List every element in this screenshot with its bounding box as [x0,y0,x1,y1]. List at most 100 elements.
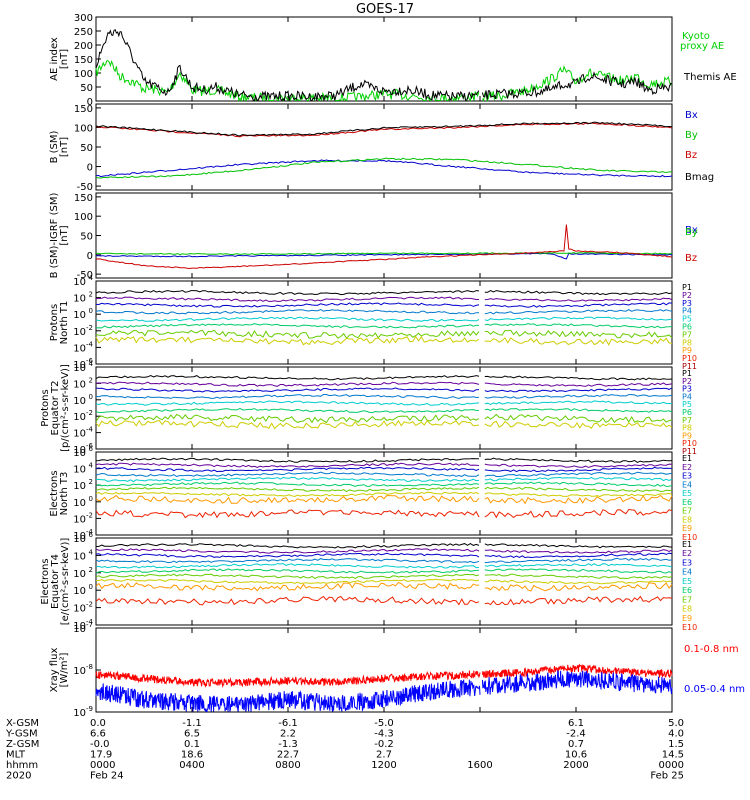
ae-ytick-label-1: 50 [80,83,93,94]
protons-t2-ytick-label-2: 10 [73,396,86,407]
electrons-t3-channel-e5 [95,476,673,483]
xaxis-row-1-value-6: 4.0 [668,729,684,740]
electrons-t4-legend-e1: E1 [682,540,692,549]
electrons-t4-ytick-label-5: 10 [73,621,86,632]
xray-ytick-exp-2: -9 [86,705,93,713]
xaxis-row-4-value-4: 1600 [467,760,492,771]
electrons-t3-ylabel-1: North T3 [59,472,70,516]
bsm-ytick-label-4: 150 [74,104,93,115]
ae-legend-kyoto-2: proxy AE [680,41,724,52]
protons-t1-legend-p4: P4 [682,307,692,316]
protons-t2-legend-p4: P4 [682,392,692,401]
bsm-ylabel-1: [nT] [59,137,70,157]
protons-t2-ytick-label-4: 10 [73,429,86,440]
ae-series-themis-ae [95,28,673,102]
electrons-t4-legend-e4: E4 [682,568,692,577]
xaxis-row-2-value-5: 0.7 [568,739,584,750]
electrons-t4-legend-e9: E9 [682,614,692,623]
xray-series-0 [95,663,673,688]
xaxis-row-4-value-3: 1200 [371,760,396,771]
electrons-t4-ytick-label-1: 10 [73,551,86,562]
electrons-t4-ytick-exp-4: -2 [86,601,93,609]
xray-ylabel-1: [W/m²] [59,652,70,687]
electrons-t4-ytick-exp-3: 0 [89,583,93,591]
xaxis-row-label-0: X-GSM [6,718,39,729]
xaxis-row-4-value-5: 2000 [563,760,588,771]
electrons-t3-legend-e3: E3 [682,472,692,481]
electrons-t3-ylabel-0: Electrons [49,470,60,516]
xaxis-row-4-value-2: 0800 [275,760,300,771]
protons-t1-ylabel-1: North T1 [59,301,70,345]
bigrf-series-bz [95,224,673,270]
electrons-t4-ytick-exp-2: 2 [89,566,93,574]
electrons-t4-ytick-exp-5: -4 [86,618,94,626]
protons-t2-channel-p4 [95,394,673,400]
bsm-ytick-label-1: 0 [87,163,93,174]
xaxis-row-label-1: Y-GSM [5,729,38,740]
xaxis-row-0-value-3: -5.0 [374,718,394,729]
xaxis-row-0-value-6: 5.0 [668,718,684,729]
protons-t1-ytick-label-4: 10 [73,343,86,354]
protons-t1-legend-p6: P6 [682,323,692,332]
ae-ylabel-1: [nT] [59,49,70,69]
protons-t2-legend-p8: P8 [682,424,692,433]
bsm-legend-bz: Bz [685,150,697,161]
xaxis-row-1-value-2: 2.2 [280,729,296,740]
electrons-t4-channel-e4 [95,557,673,564]
xaxis-row-0-value-1: -1.1 [182,718,202,729]
bigrf-series-by [95,251,673,256]
protons-t1-ytick-exp-1: 2 [89,291,93,299]
electrons-t3-legend-e8: E8 [682,515,692,524]
protons-t2-legend-p6: P6 [682,408,692,417]
xaxis-row-4-value-1: 0400 [179,760,204,771]
electrons-t4-legend-e2: E2 [682,549,692,558]
electrons-t4-channel-e5 [95,563,673,569]
protons-t2-channel-p6 [95,407,673,414]
electrons-t4-legend-e5: E5 [682,577,692,586]
electrons-t3-ytick-label-0: 10 [73,448,86,459]
protons-t2-legend-p7: P7 [682,416,692,425]
protons-t2-legend-p1: P1 [682,369,692,378]
protons-t2-channel-p7 [95,413,673,424]
electrons-t3-ytick-label-2: 10 [73,481,86,492]
protons-t2-ytick-label-5: 10 [73,445,86,456]
electrons-t3-channel-e8 [95,491,673,498]
protons-t1-ytick-label-1: 10 [73,294,86,305]
protons-t2-ytick-exp-3: -2 [86,409,93,417]
protons-t1-ytick-label-0: 10 [73,277,86,288]
protons-t2-legend-p2: P2 [682,377,692,386]
bsm-series-bmag [95,121,673,137]
electrons-t3-channel-e9 [95,494,673,505]
xaxis-row-1-value-3: -4.3 [374,729,394,740]
electrons-t4-ytick-label-4: 10 [73,604,86,615]
protons-t1-legend-p3: P3 [682,299,692,308]
ae-ytick-label-4: 200 [74,41,93,52]
ae-ytick-label-6: 300 [74,13,93,24]
electrons-t4-legend-e10: E10 [682,623,697,632]
protons-t2-ytick-label-0: 10 [73,363,86,374]
xaxis-row-1-value-1: 6.5 [184,729,200,740]
protons-t1-ytick-exp-4: -4 [86,340,94,348]
protons-t1-ytick-label-5: 10 [73,360,86,371]
electrons-t4-ylabel-2: [e/(cm²-s-sr-keV)] [60,538,71,626]
electrons-t3-channel-e7 [95,486,673,493]
electrons-t3-legend-e7: E7 [682,507,692,516]
protons-t2-legend-p10: P10 [682,439,697,448]
electrons-t3-ytick-label-3: 10 [73,498,86,509]
protons-t2-legend-p11: P11 [682,447,697,456]
electrons-t4-channel-e1 [95,543,673,549]
protons-t1-ytick-exp-5: -6 [86,357,94,365]
electrons-t4-legend-e6: E6 [682,586,692,595]
electrons-t3-legend-e2: E2 [682,463,692,472]
protons-t2-channel-p1 [95,375,673,381]
electrons-t3-ytick-label-5: 10 [73,531,86,542]
protons-t2-ytick-exp-5: -6 [86,442,94,450]
xaxis-row-2-value-3: -0.2 [374,739,394,750]
xaxis-row-3-value-6: 14.5 [662,750,684,761]
bsm-legend-bmag: Bmag [685,172,714,183]
protons-t1-channel-p2 [95,296,673,302]
electrons-t3-legend-e4: E4 [682,480,692,489]
bigrf-ytick-label-1: 0 [87,251,93,262]
xray-legend-short: 0.05-0.4 nm [684,684,745,695]
electrons-t4-channel-e2 [95,548,673,554]
